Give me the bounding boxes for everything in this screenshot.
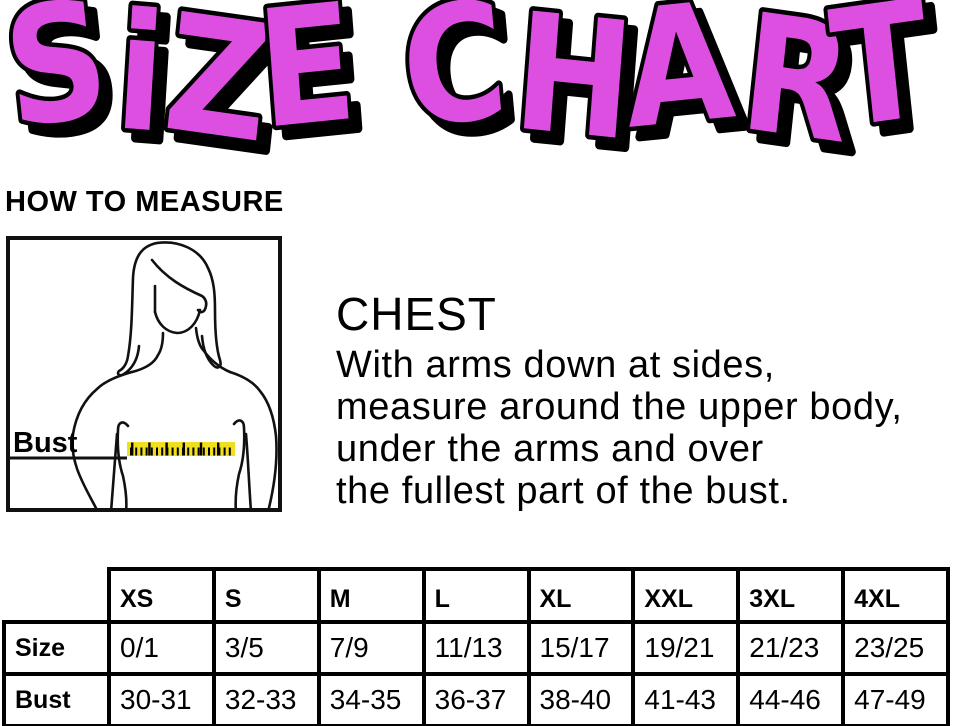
neck-right-line — [194, 326, 232, 374]
size-col-header-xl: XL — [526, 567, 636, 624]
figure-frame — [6, 236, 282, 512]
chest-heading: CHEST — [336, 288, 497, 340]
bust-value-xxl: 41-43 — [631, 672, 741, 726]
size-col-header-xs: XS — [107, 567, 216, 624]
jaw-line — [153, 308, 202, 335]
torso-right-line — [232, 419, 246, 512]
instruction-line-3: under the arms and over — [336, 428, 764, 470]
bust-measurement-figure: Bust — [6, 236, 282, 512]
bust-value-xs: 30-31 — [107, 672, 216, 726]
left-shoulder-arm-line — [71, 370, 134, 512]
bust-value-s: 32-33 — [211, 672, 321, 726]
size-value-xl: 15/17 — [526, 620, 636, 676]
woman-torso-illustration: Bust — [6, 236, 282, 512]
bust-value-4xl: 47-49 — [841, 672, 950, 726]
size-col-header-4xl: 4XL — [841, 567, 950, 624]
size-col-header-3xl: 3XL — [736, 567, 846, 624]
size-table-corner-cell — [4, 569, 109, 622]
chest-instructions: CHEST With arms down at sides, measure a… — [336, 290, 953, 512]
size-row-label: Size — [2, 620, 111, 676]
neck-left-line — [130, 331, 165, 374]
bust-value-m: 34-35 — [316, 672, 426, 726]
page-title-art: SiZE CHART SiZE CHART — [0, 0, 953, 162]
size-col-header-m: M — [316, 567, 426, 624]
bust-row: Bust 30-31 32-33 34-35 36-37 38-40 41-43… — [2, 672, 950, 726]
size-col-header-l: L — [421, 567, 531, 624]
bust-row-label: Bust — [2, 672, 111, 726]
size-value-s: 3/5 — [211, 620, 321, 676]
size-col-header-xxl: XXL — [631, 567, 741, 624]
size-value-l: 11/13 — [421, 620, 531, 676]
size-value-4xl: 23/25 — [841, 620, 950, 676]
hair-right-line — [155, 241, 222, 369]
right-shoulder-arm-line — [228, 370, 278, 512]
instruction-line-4: the fullest part of the bust. — [336, 470, 791, 512]
size-table: XS S M L XL XXL 3XL 4XL Size 0/1 3/5 7/9… — [2, 567, 950, 726]
torso-left-line — [116, 421, 130, 512]
hair-left-line — [116, 241, 159, 377]
how-to-measure-heading: HOW TO MEASURE — [5, 186, 284, 218]
hair-fringe-line — [150, 258, 208, 314]
size-col-header-s: S — [211, 567, 321, 624]
instruction-line-1: With arms down at sides, — [336, 344, 775, 386]
arm-inner-right-line — [244, 432, 253, 512]
bust-label: Bust — [13, 427, 78, 459]
bust-value-3xl: 44-46 — [736, 672, 846, 726]
size-table-header-row: XS S M L XL XXL 3XL 4XL — [4, 567, 950, 624]
size-value-xs: 0/1 — [107, 620, 216, 676]
bust-value-xl: 38-40 — [526, 672, 636, 726]
instruction-line-2: measure around the upper body, — [336, 386, 903, 428]
bust-value-l: 36-37 — [421, 672, 531, 726]
size-value-m: 7/9 — [316, 620, 426, 676]
size-value-3xl: 21/23 — [736, 620, 846, 676]
size-value-xxl: 19/21 — [631, 620, 741, 676]
arm-inner-left-line — [109, 432, 119, 512]
page-title: SiZE CHART — [0, 0, 939, 162]
page-title-shadow: SiZE CHART — [4, 0, 949, 162]
size-row: Size 0/1 3/5 7/9 11/13 15/17 19/21 21/23… — [2, 620, 950, 676]
